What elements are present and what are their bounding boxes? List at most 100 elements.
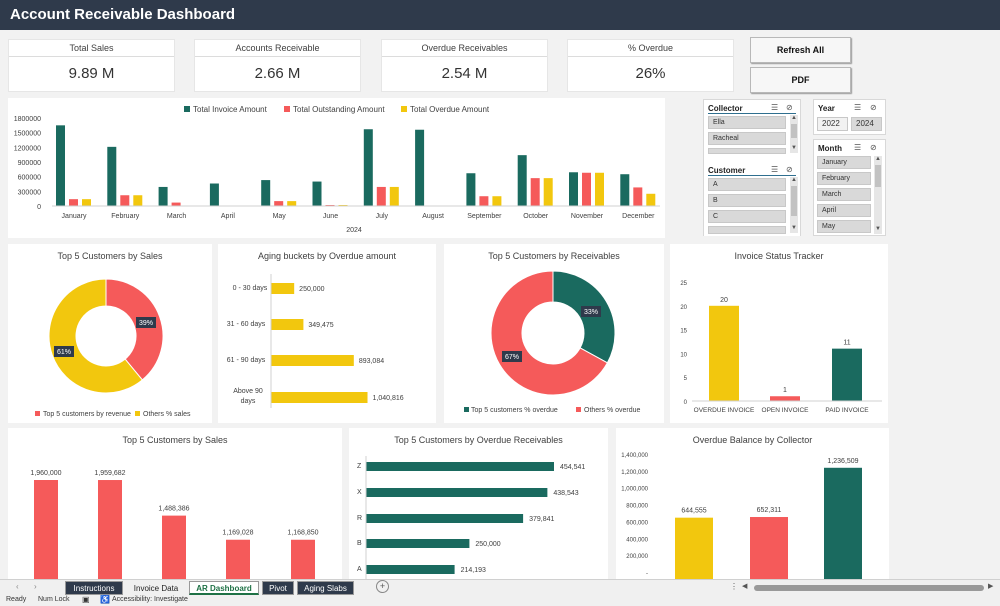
pie-slice	[105, 278, 164, 381]
dashboard-title-bar: Account Receivable Dashboard	[0, 0, 1000, 30]
clear-filter-icon[interactable]: ⊘	[870, 143, 877, 152]
multi-select-icon[interactable]: ☰	[854, 143, 862, 152]
x-tick-label: September	[467, 213, 502, 220]
y-tick-label: 1,400,000	[621, 453, 648, 459]
bar	[595, 172, 604, 206]
slice-label-box	[502, 351, 522, 362]
pie-slice	[48, 278, 144, 394]
customer-scrollbar[interactable]: ▲ ▼	[790, 177, 798, 233]
refresh-all-button[interactable]: Refresh All	[750, 37, 851, 63]
clear-filter-icon[interactable]: ⊘	[786, 103, 793, 112]
scroll-right-icon[interactable]: ›	[34, 582, 37, 591]
slicer-item-month[interactable]: May	[817, 220, 871, 233]
x-tick-label: December	[622, 213, 655, 220]
status-ready: Ready	[6, 596, 27, 603]
top-customers-sales-chart: 1,960,000 1,959,682 1,488,386 1,169,028 1,16…	[30, 470, 319, 580]
slicer-item-customer[interactable]: A	[708, 178, 786, 191]
aging-buckets-card: Aging buckets by Overdue amount 250,000 3…	[218, 244, 436, 423]
slicer-item-collector[interactable]: Racheal	[708, 132, 786, 145]
bar	[158, 186, 168, 206]
bar	[291, 539, 315, 580]
chart-title: Top 5 Customers by Receivables	[488, 251, 620, 261]
category-label: B	[357, 540, 362, 547]
legend-label: Others % sales	[143, 411, 191, 418]
slicer-item-collector[interactable]	[708, 148, 786, 154]
pdf-button[interactable]: PDF	[750, 67, 851, 93]
month-scrollbar[interactable]: ▲ ▼	[874, 156, 882, 234]
legend-label: Top 5 customers by revenue	[43, 411, 131, 418]
slicer-item-year[interactable]: 2022	[817, 117, 848, 131]
bar	[543, 178, 553, 206]
bar	[620, 174, 630, 206]
accessibility-icon[interactable]: ♿	[100, 595, 110, 604]
y-tick-label: 0	[684, 400, 688, 406]
legend-swatch-red	[284, 106, 290, 112]
scroll-left-icon[interactable]: ‹	[16, 582, 19, 591]
bar	[261, 180, 271, 206]
x-tick-label: January	[62, 213, 87, 220]
more-options-icon[interactable]: ⋮	[730, 582, 738, 591]
bar	[479, 196, 489, 206]
value-label: 11	[843, 340, 850, 347]
x-tick-label: March	[167, 213, 187, 220]
top-customers-overdue-chart: Z 454,541 X 438,543 R 379,841 B 250,000 A 214,193	[357, 456, 585, 580]
slicer-item-customer[interactable]	[708, 226, 786, 234]
y-tick-label: 800,000	[626, 504, 648, 510]
kpi-value: 2.66 M	[254, 65, 301, 82]
slicer-item-customer[interactable]: B	[708, 194, 786, 207]
slicer-item-year[interactable]: 2024	[851, 117, 882, 131]
legend-label: Total Outstanding Amount	[293, 105, 385, 114]
slicer-item-month[interactable]: February	[817, 172, 871, 185]
category-label: 0 - 30 days	[233, 285, 268, 292]
bar	[492, 196, 502, 206]
monthly-amounts-chart-card: Total Invoice Amount Total Outstanding A…	[8, 98, 665, 238]
category-label: A	[357, 566, 362, 573]
overdue-by-collector-chart: 1,400,000 1,200,000 1,000,000 800,000 600,00…	[621, 453, 862, 580]
status-bar: Ready Num Lock ▣ ♿ Accessibility: Invest…	[0, 595, 1000, 606]
horizontal-scrollbar[interactable]	[754, 585, 984, 591]
value-label: 250,000	[299, 286, 324, 293]
sheet-tab-aging-slabs[interactable]: Aging Slabs	[297, 581, 354, 595]
y-tick-label: 600000	[18, 175, 41, 182]
value-label: 652,311	[757, 507, 782, 514]
sheet-tab-instructions[interactable]: Instructions	[65, 581, 123, 595]
y-tick-label: 1200000	[14, 145, 41, 152]
chart-title: Overdue Balance by Collector	[692, 435, 813, 445]
bar	[82, 199, 91, 206]
status-accessibility[interactable]: Accessibility: Investigate	[112, 596, 188, 603]
hscroll-left-icon[interactable]: ◀	[742, 583, 748, 590]
slicer-item-collector[interactable]: Ella	[708, 116, 786, 129]
value-label: 1,488,386	[158, 506, 189, 513]
bar	[274, 201, 284, 206]
bar	[750, 517, 788, 580]
multi-select-icon[interactable]: ☰	[771, 103, 779, 112]
legend-label: Total Overdue Amount	[410, 105, 490, 114]
category-label: R	[357, 515, 362, 522]
chart-title: Top 5 Customers by Overdue Receivables	[394, 435, 563, 445]
sheet-tab-invoice-data[interactable]: Invoice Data	[126, 581, 186, 595]
slicer-item-month[interactable]: April	[817, 204, 871, 217]
slicer-title: Collector	[708, 104, 743, 113]
multi-select-icon[interactable]: ☰	[771, 165, 779, 174]
collector-scrollbar[interactable]: ▲ ▼	[790, 115, 798, 153]
macro-icon[interactable]: ▣	[82, 595, 90, 604]
hscroll-right-icon[interactable]: ▶	[988, 583, 994, 590]
kpi-overdue-receivables: Overdue Receivables 2.54 M	[381, 39, 548, 92]
x-tick-label: June	[323, 213, 338, 220]
legend-swatch-red	[576, 407, 581, 412]
multi-select-icon[interactable]: ☰	[854, 103, 862, 112]
sheet-tab-ar-dashboard[interactable]: AR Dashboard	[189, 581, 259, 595]
clear-filter-icon[interactable]: ⊘	[870, 103, 877, 112]
add-sheet-icon[interactable]: +	[376, 580, 389, 593]
slicer-item-month[interactable]: March	[817, 188, 871, 201]
x-tick-label: OVERDUE INVOICE	[694, 407, 755, 414]
sheet-tab-pivot[interactable]: Pivot	[262, 581, 294, 595]
slicer-item-month[interactable]: January	[817, 156, 871, 169]
slicer-item-customer[interactable]: C	[708, 210, 786, 223]
value-label: 1,960,000	[30, 470, 61, 477]
kpi-label: Accounts Receivable	[195, 43, 360, 57]
clear-filter-icon[interactable]: ⊘	[786, 165, 793, 174]
slice-label-box	[581, 306, 601, 317]
bar	[675, 517, 713, 580]
bar	[376, 186, 386, 206]
